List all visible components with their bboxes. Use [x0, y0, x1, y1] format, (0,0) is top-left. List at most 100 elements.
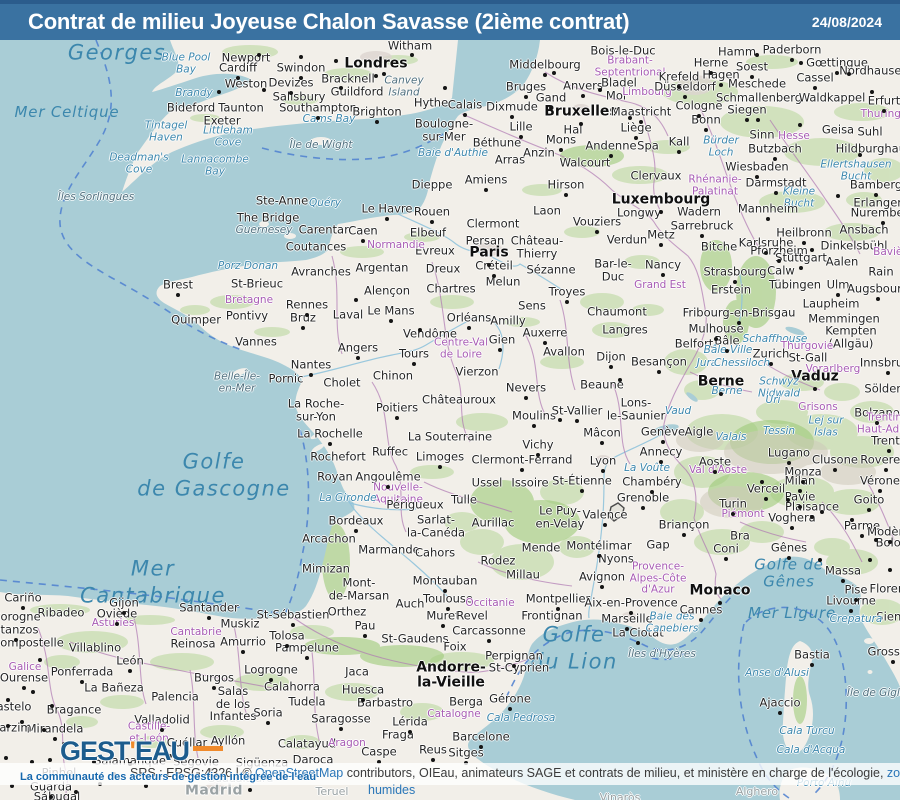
map-label: Sézanne — [526, 262, 576, 277]
map-label: St-Gaudens — [381, 631, 449, 646]
map-label: Bamberg — [849, 177, 900, 192]
city-dot — [790, 58, 794, 62]
city-dot — [21, 606, 25, 610]
town-dot — [62, 742, 66, 746]
map-label: Rouen — [413, 204, 451, 219]
city-dot — [629, 611, 633, 615]
map-label: Cahors — [414, 545, 456, 560]
map-label: Le Havre — [361, 201, 413, 216]
city-dot — [661, 440, 665, 444]
city-dot — [508, 707, 512, 711]
city-dot — [519, 135, 523, 139]
city-dot — [609, 154, 613, 158]
map-label: Andenne — [585, 138, 637, 153]
city-dot — [650, 490, 654, 494]
map-label: Soria — [253, 705, 283, 720]
header-date: 24/08/2024 — [811, 14, 882, 30]
jersey — [284, 233, 296, 239]
city-dot — [122, 611, 126, 615]
city-dot — [810, 663, 814, 667]
city-dot — [80, 680, 84, 684]
city-dot — [876, 297, 880, 301]
zones-link[interactable]: zones — [886, 766, 900, 780]
map-label: Montauban — [412, 573, 478, 588]
map-label: Galice — [8, 661, 42, 674]
map-label: Goito — [853, 492, 885, 507]
map-label: Elbeuf — [409, 225, 447, 240]
city-dot — [778, 711, 782, 715]
map-label: Schwyz Nidwald — [757, 375, 801, 399]
town-dot — [552, 71, 556, 75]
city-dot — [430, 220, 434, 224]
city-dot — [601, 469, 605, 473]
city-dot — [291, 623, 295, 627]
ile-de-re — [310, 432, 322, 440]
map-label: Rodez — [480, 553, 516, 568]
lake-constance — [785, 326, 805, 336]
city-dot — [802, 241, 806, 245]
map-label: Perpignan — [485, 648, 543, 663]
town-dot — [217, 90, 221, 94]
map-label: Amiens — [464, 172, 508, 187]
openstreetmap-link[interactable]: OpenStreetMap — [255, 766, 344, 780]
map-label: Caen — [348, 223, 378, 238]
map-label: Suhl — [857, 124, 883, 139]
city-dot — [467, 326, 471, 330]
map-label: Uri — [765, 394, 781, 407]
map-label: Bruxelles — [544, 103, 618, 120]
city-dot — [704, 128, 708, 132]
city-dot — [305, 313, 309, 317]
map-label: Le Puy- en-Velay — [535, 503, 585, 530]
city-dot — [860, 534, 864, 538]
map-label: Castelo — [0, 699, 32, 714]
city-dot — [755, 175, 759, 179]
map-label: Ellertshausen Bucht — [820, 158, 892, 182]
map-label: Zurich — [752, 346, 790, 361]
map-label: Périgueux — [386, 497, 444, 512]
city-dot — [375, 120, 379, 124]
town-dot — [888, 568, 892, 572]
map-label: Geisa — [821, 122, 855, 137]
city-dot — [737, 321, 741, 325]
city-dot — [536, 453, 540, 457]
city-dot — [764, 251, 768, 255]
map-label: Royan — [317, 469, 353, 484]
map-label: Stuttgart — [775, 250, 827, 265]
town-dot — [874, 538, 878, 542]
town-dot — [850, 518, 854, 522]
map-label: Cholet — [323, 375, 361, 390]
map-label: Troyes — [548, 284, 586, 299]
map-label: Parme — [843, 518, 881, 533]
maritime-boundaries — [0, 39, 848, 800]
city-dot — [733, 280, 737, 284]
city-dot — [431, 758, 435, 762]
lake-geneva — [653, 424, 679, 434]
map-label: Erstein — [710, 282, 752, 297]
map-label: Briançon — [658, 517, 710, 532]
map-label: Devizes — [268, 75, 314, 90]
map-label: Angers — [337, 340, 379, 355]
map-label: Quéry — [309, 197, 341, 210]
map-label: Siegen — [727, 102, 767, 117]
map-label: Clusone — [812, 452, 858, 467]
map-label: Kleine Bucht — [782, 185, 816, 209]
map-label: Palencia — [151, 689, 199, 704]
map-label: Frontignan — [521, 608, 583, 623]
gesteau-logo[interactable]: GEST'EAU La communauté des acteurs de ge… — [20, 736, 316, 783]
city-dot — [886, 371, 890, 375]
map-label: Hirson — [547, 177, 585, 192]
map-label: Milan — [784, 473, 816, 488]
map-label: Wadern — [677, 204, 721, 219]
map-label: Erfurt — [867, 93, 900, 108]
city-dot — [128, 669, 132, 673]
map-label: Georges — [67, 40, 167, 65]
city-dot — [697, 114, 701, 118]
humides-link[interactable]: humides — [368, 783, 416, 797]
city-dot — [524, 396, 528, 400]
town-dot — [31, 690, 35, 694]
map-label: Guernesey — [235, 224, 293, 237]
city-dot — [888, 540, 892, 544]
map-label: Dinkelsbühl — [820, 238, 888, 253]
city-dot — [813, 387, 817, 391]
